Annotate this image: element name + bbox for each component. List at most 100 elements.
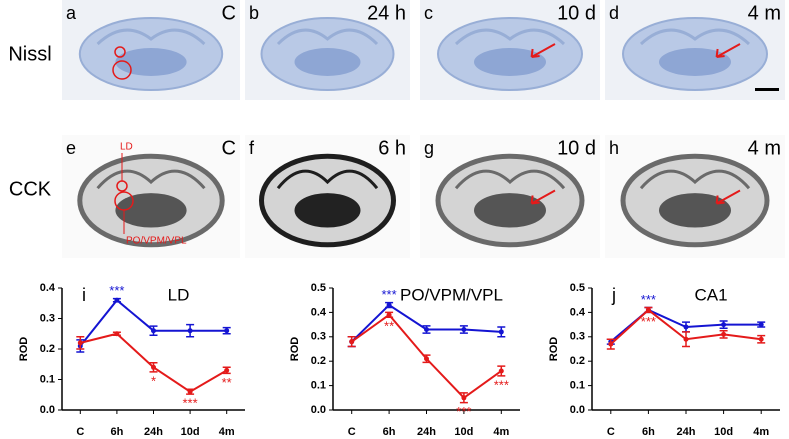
y-tick-label: 0.0 (570, 404, 585, 416)
y-tick-label: 0.3 (311, 331, 326, 343)
y-tick-label: 0.2 (311, 355, 326, 367)
data-point (187, 389, 193, 395)
scale-bar (755, 88, 779, 91)
region-label: LD (120, 142, 133, 153)
data-point (151, 328, 156, 334)
panel-letter: d (609, 3, 619, 23)
y-tick-label: 0.4 (40, 282, 56, 294)
hippocampus (276, 169, 379, 190)
panel-time: 4 m (748, 2, 781, 24)
x-tick-label: 24h (144, 426, 163, 438)
data-point (683, 324, 689, 330)
data-point (498, 368, 504, 374)
thalamus (659, 48, 731, 76)
y-tick-label: 0.1 (570, 380, 585, 392)
x-tick-label: 4m (219, 426, 235, 438)
data-point (151, 364, 156, 370)
y-tick-label: 0.3 (40, 312, 55, 324)
data-point (461, 395, 467, 401)
x-tick-label: C (607, 426, 615, 438)
panel-letter: g (424, 138, 434, 158)
y-tick-label: 0.2 (40, 343, 55, 355)
x-tick-label: 4m (493, 426, 509, 438)
hippocampus (639, 28, 751, 46)
x-tick-label: 24h (417, 426, 436, 438)
data-point (424, 356, 429, 362)
x-tick-label: 6h (110, 426, 123, 438)
significance: *** (494, 377, 509, 392)
panel-time: 10 d (557, 2, 596, 24)
y-tick-label: 0.0 (40, 404, 55, 416)
significance: *** (641, 292, 656, 307)
chart-title: PO/VPM/VPL (400, 285, 503, 304)
significance: *** (641, 314, 656, 329)
chart-title: CA1 (694, 285, 727, 304)
data-point (349, 339, 355, 345)
y-tick-label: 0.4 (570, 306, 586, 318)
arrow (530, 43, 556, 58)
y-axis-label: ROD (18, 337, 30, 362)
x-tick-label: 10d (454, 426, 473, 438)
panel-letter: c (424, 3, 433, 23)
panel-letter: f (249, 138, 255, 158)
data-point (386, 312, 392, 318)
x-tick-label: 10d (181, 426, 200, 438)
y-tick-label: 0.3 (570, 331, 585, 343)
thalamus (115, 48, 187, 76)
data-point (386, 302, 392, 308)
panel-time: C (222, 137, 236, 159)
panel-time: 6 h (378, 137, 406, 159)
x-tick-label: C (76, 426, 84, 438)
panel-letter: e (66, 138, 76, 158)
data-point (461, 326, 467, 332)
chart-title: LD (168, 285, 190, 304)
data-point (224, 367, 230, 373)
series-line (351, 303, 502, 343)
x-tick-label: C (348, 426, 356, 438)
row-label: Nissl (8, 43, 51, 65)
row-label: CCK (9, 178, 52, 200)
significance: ** (384, 319, 394, 334)
series-line (79, 298, 227, 347)
y-tick-label: 0.2 (570, 355, 585, 367)
data-point (721, 322, 727, 328)
arrow (715, 43, 741, 58)
panel-time: 10 d (557, 137, 596, 159)
data-point (721, 331, 727, 337)
hippocampus (96, 28, 206, 46)
significance: *** (456, 404, 471, 419)
thalamus (659, 193, 731, 228)
hippocampus (639, 169, 751, 190)
x-tick-label: 6h (642, 426, 655, 438)
region-label: PO/VPM/VPL (126, 236, 187, 247)
panel-letter: b (249, 3, 259, 23)
x-tick-label: 10d (714, 426, 733, 438)
significance: ** (222, 375, 232, 390)
thalamus (294, 48, 361, 76)
roi (112, 60, 132, 80)
panel-time: C (222, 2, 236, 24)
x-tick-label: 4m (753, 426, 769, 438)
significance: *** (183, 396, 198, 411)
data-point (187, 328, 193, 334)
y-tick-label: 0.1 (40, 373, 55, 385)
data-point (608, 341, 614, 347)
arrow (530, 189, 556, 205)
y-tick-label: 0.4 (311, 306, 327, 318)
data-point (424, 326, 429, 332)
data-point (114, 331, 120, 337)
y-tick-label: 0.5 (570, 282, 585, 294)
panel-time: 4 m (748, 137, 781, 159)
thalamus (474, 193, 546, 228)
significance: *** (109, 283, 124, 298)
data-point (645, 307, 651, 313)
data-point (114, 297, 120, 303)
panel-letter: i (82, 285, 86, 305)
hippocampus (454, 169, 566, 190)
roi (114, 46, 126, 58)
panel-letter: j (611, 285, 616, 305)
thalamus (294, 193, 361, 228)
significance: * (151, 373, 156, 388)
y-axis-label: ROD (289, 337, 301, 362)
